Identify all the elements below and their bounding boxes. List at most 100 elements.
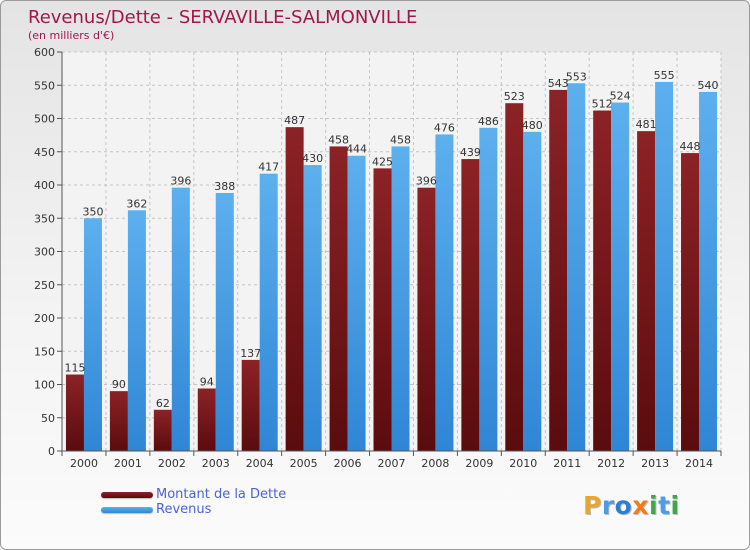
bar-revenus: [435, 134, 454, 451]
data-label-revenus: 388: [214, 180, 235, 193]
y-tick-label: 450: [34, 146, 55, 159]
data-label-revenus: 476: [434, 121, 455, 134]
data-label-revenus: 444: [346, 143, 367, 156]
data-label-dette: 523: [504, 90, 525, 103]
logo-letter: x: [632, 491, 649, 520]
bar-dette: [285, 127, 304, 452]
bar-dette: [417, 187, 436, 451]
x-tick-label: 2009: [465, 457, 493, 470]
data-label-dette: 115: [64, 362, 85, 375]
bar-dette: [637, 131, 656, 451]
x-tick-label: 2011: [553, 457, 581, 470]
legend-label-revenus: Revenus: [156, 502, 212, 517]
data-label-revenus: 480: [522, 119, 543, 132]
data-label-revenus: 524: [610, 90, 631, 103]
data-label-dette: 62: [156, 397, 170, 410]
data-label-revenus: 396: [170, 175, 191, 188]
y-tick-label: 100: [34, 379, 55, 392]
x-tick-label: 2012: [597, 457, 625, 470]
data-label-revenus: 458: [390, 133, 411, 146]
data-label-dette: 425: [372, 155, 393, 168]
data-label-dette: 396: [416, 175, 437, 188]
bar-revenus: [523, 131, 542, 452]
bar-dette: [197, 388, 216, 451]
bar-dette: [373, 168, 392, 451]
bar-dette: [65, 374, 84, 451]
data-label-revenus: 540: [698, 79, 719, 92]
x-tick-label: 2002: [158, 457, 186, 470]
y-tick-label: 50: [41, 412, 55, 425]
logo-letter: i: [670, 491, 680, 520]
bar-revenus: [479, 127, 498, 451]
logo-letter: i: [649, 491, 659, 520]
bar-revenus: [611, 102, 630, 451]
bar-dette: [549, 89, 568, 451]
chart-subtitle: (en milliers d'€): [28, 29, 115, 42]
logo-letter: o: [614, 491, 633, 520]
bar-dette: [461, 159, 480, 451]
data-label-dette: 487: [284, 114, 305, 127]
y-tick-label: 600: [34, 46, 55, 59]
bar-dette: [681, 153, 700, 451]
y-tick-label: 150: [34, 345, 55, 358]
x-tick-label: 2001: [114, 457, 142, 470]
data-label-dette: 512: [592, 98, 613, 111]
bar-revenus: [655, 81, 674, 452]
bar-revenus: [699, 91, 718, 452]
bar-revenus: [303, 165, 322, 452]
y-tick-label: 250: [34, 279, 55, 292]
proxiti-logo: Proxiti: [583, 491, 680, 520]
bar-revenus: [391, 146, 410, 451]
bar-revenus: [83, 218, 102, 451]
bar-revenus: [127, 210, 146, 451]
logo-letter: r: [601, 491, 615, 520]
chart-title: Revenus/Dette - SERVAVILLE-SALMONVILLE: [28, 7, 418, 28]
data-label-dette: 439: [460, 146, 481, 159]
bar-revenus: [215, 192, 234, 452]
x-tick-label: 2003: [202, 457, 230, 470]
data-label-revenus: 555: [654, 69, 675, 82]
bar-dette: [593, 110, 612, 452]
x-tick-label: 2010: [509, 457, 537, 470]
bar-dette: [329, 146, 348, 451]
y-tick-label: 550: [34, 79, 55, 92]
legend-label-dette: Montant de la Dette: [156, 487, 287, 502]
bar-revenus: [567, 83, 586, 451]
data-label-revenus: 362: [126, 197, 147, 210]
logo-letter: P: [583, 491, 602, 520]
bar-dette: [109, 391, 128, 451]
x-tick-label: 2005: [290, 457, 318, 470]
legend-item-revenus: Revenus: [101, 502, 286, 517]
bar-dette: [505, 103, 524, 451]
legend-item-dette: Montant de la Dette: [101, 487, 286, 502]
data-label-dette: 481: [636, 118, 657, 131]
data-label-revenus: 430: [302, 152, 323, 165]
data-label-revenus: 553: [566, 70, 587, 83]
x-tick-label: 2014: [685, 457, 713, 470]
data-label-dette: 137: [240, 347, 261, 360]
bar-revenus: [259, 173, 278, 451]
y-tick-label: 400: [34, 179, 55, 192]
x-tick-label: 2007: [378, 457, 406, 470]
data-label-dette: 448: [680, 140, 701, 153]
data-label-revenus: 486: [478, 115, 499, 128]
data-label-dette: 90: [112, 378, 126, 391]
data-label-dette: 543: [548, 77, 569, 90]
x-tick-label: 2000: [70, 457, 98, 470]
bar-dette: [153, 409, 172, 451]
data-label-dette: 458: [328, 133, 349, 146]
data-label-revenus: 417: [258, 161, 279, 174]
x-tick-label: 2013: [641, 457, 669, 470]
y-tick-label: 0: [48, 445, 55, 458]
y-tick-label: 500: [34, 113, 55, 126]
bar-revenus: [171, 187, 190, 451]
y-tick-label: 300: [34, 246, 55, 259]
legend-swatch-dette: [101, 491, 153, 498]
data-label-dette: 94: [200, 375, 214, 388]
legend-swatch-revenus: [101, 506, 153, 513]
logo-letter: t: [658, 491, 671, 520]
y-tick-label: 200: [34, 312, 55, 325]
y-tick-label: 350: [34, 212, 55, 225]
